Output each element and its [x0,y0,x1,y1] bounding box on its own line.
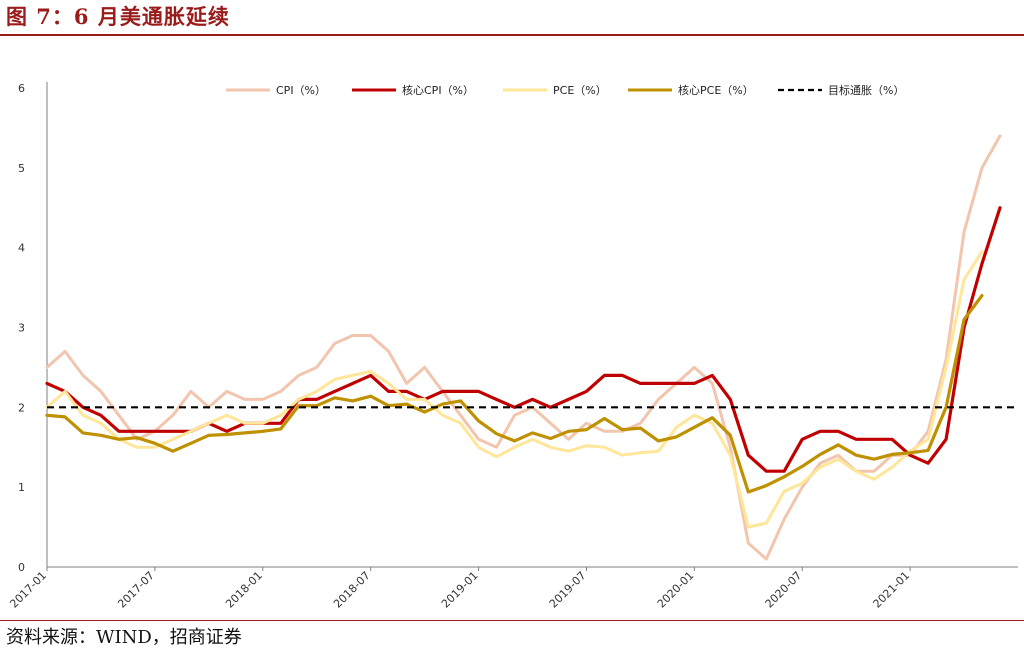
x-tick-label: 2017-07 [115,569,157,611]
legend-item-cpi-label: CPI（%） [276,84,326,97]
y-tick-label: 1 [18,481,25,494]
figure-title: 图 7：6 月美通胀延续 [6,4,230,29]
x-tick-label: 2018-01 [223,569,265,611]
x-tick-label: 2019-07 [547,569,589,611]
y-tick-label: 3 [18,322,25,335]
source-note: 资料来源：WIND，招商证券 [6,627,242,648]
y-tick-label: 6 [18,82,25,95]
x-tick-label: 2020-01 [655,569,697,611]
series-line-cpi [45,134,1002,561]
legend-item-target-label: 目标通胀（%） [828,83,904,97]
x-tick-label: 2017-01 [7,569,49,611]
series-line-core-pce [45,294,984,494]
footer-divider [0,620,1024,621]
legend-item-core-cpi-label: 核心CPI（%） [402,83,474,97]
series-line-pce [45,250,984,529]
y-tick-label: 0 [18,561,25,574]
y-tick-label: 4 [18,242,25,255]
x-tick-label: 2020-07 [763,569,805,611]
y-tick-label: 2 [18,401,25,414]
y-tick-label: 5 [18,162,25,175]
legend-item-pce-label: PCE（%） [553,84,607,97]
x-tick-label: 2018-07 [331,569,373,611]
inflation-line-chart: 0 1 2 3 4 5 6 2017-01 2017-07 2018-01 2018-07 2019-… [7,82,1018,611]
x-tick-label: 2019-01 [439,569,481,611]
legend-item-core-pce-label: 核心PCE（%） [678,83,754,97]
x-tick-label: 2021-01 [871,569,913,611]
title-divider [0,34,1024,36]
